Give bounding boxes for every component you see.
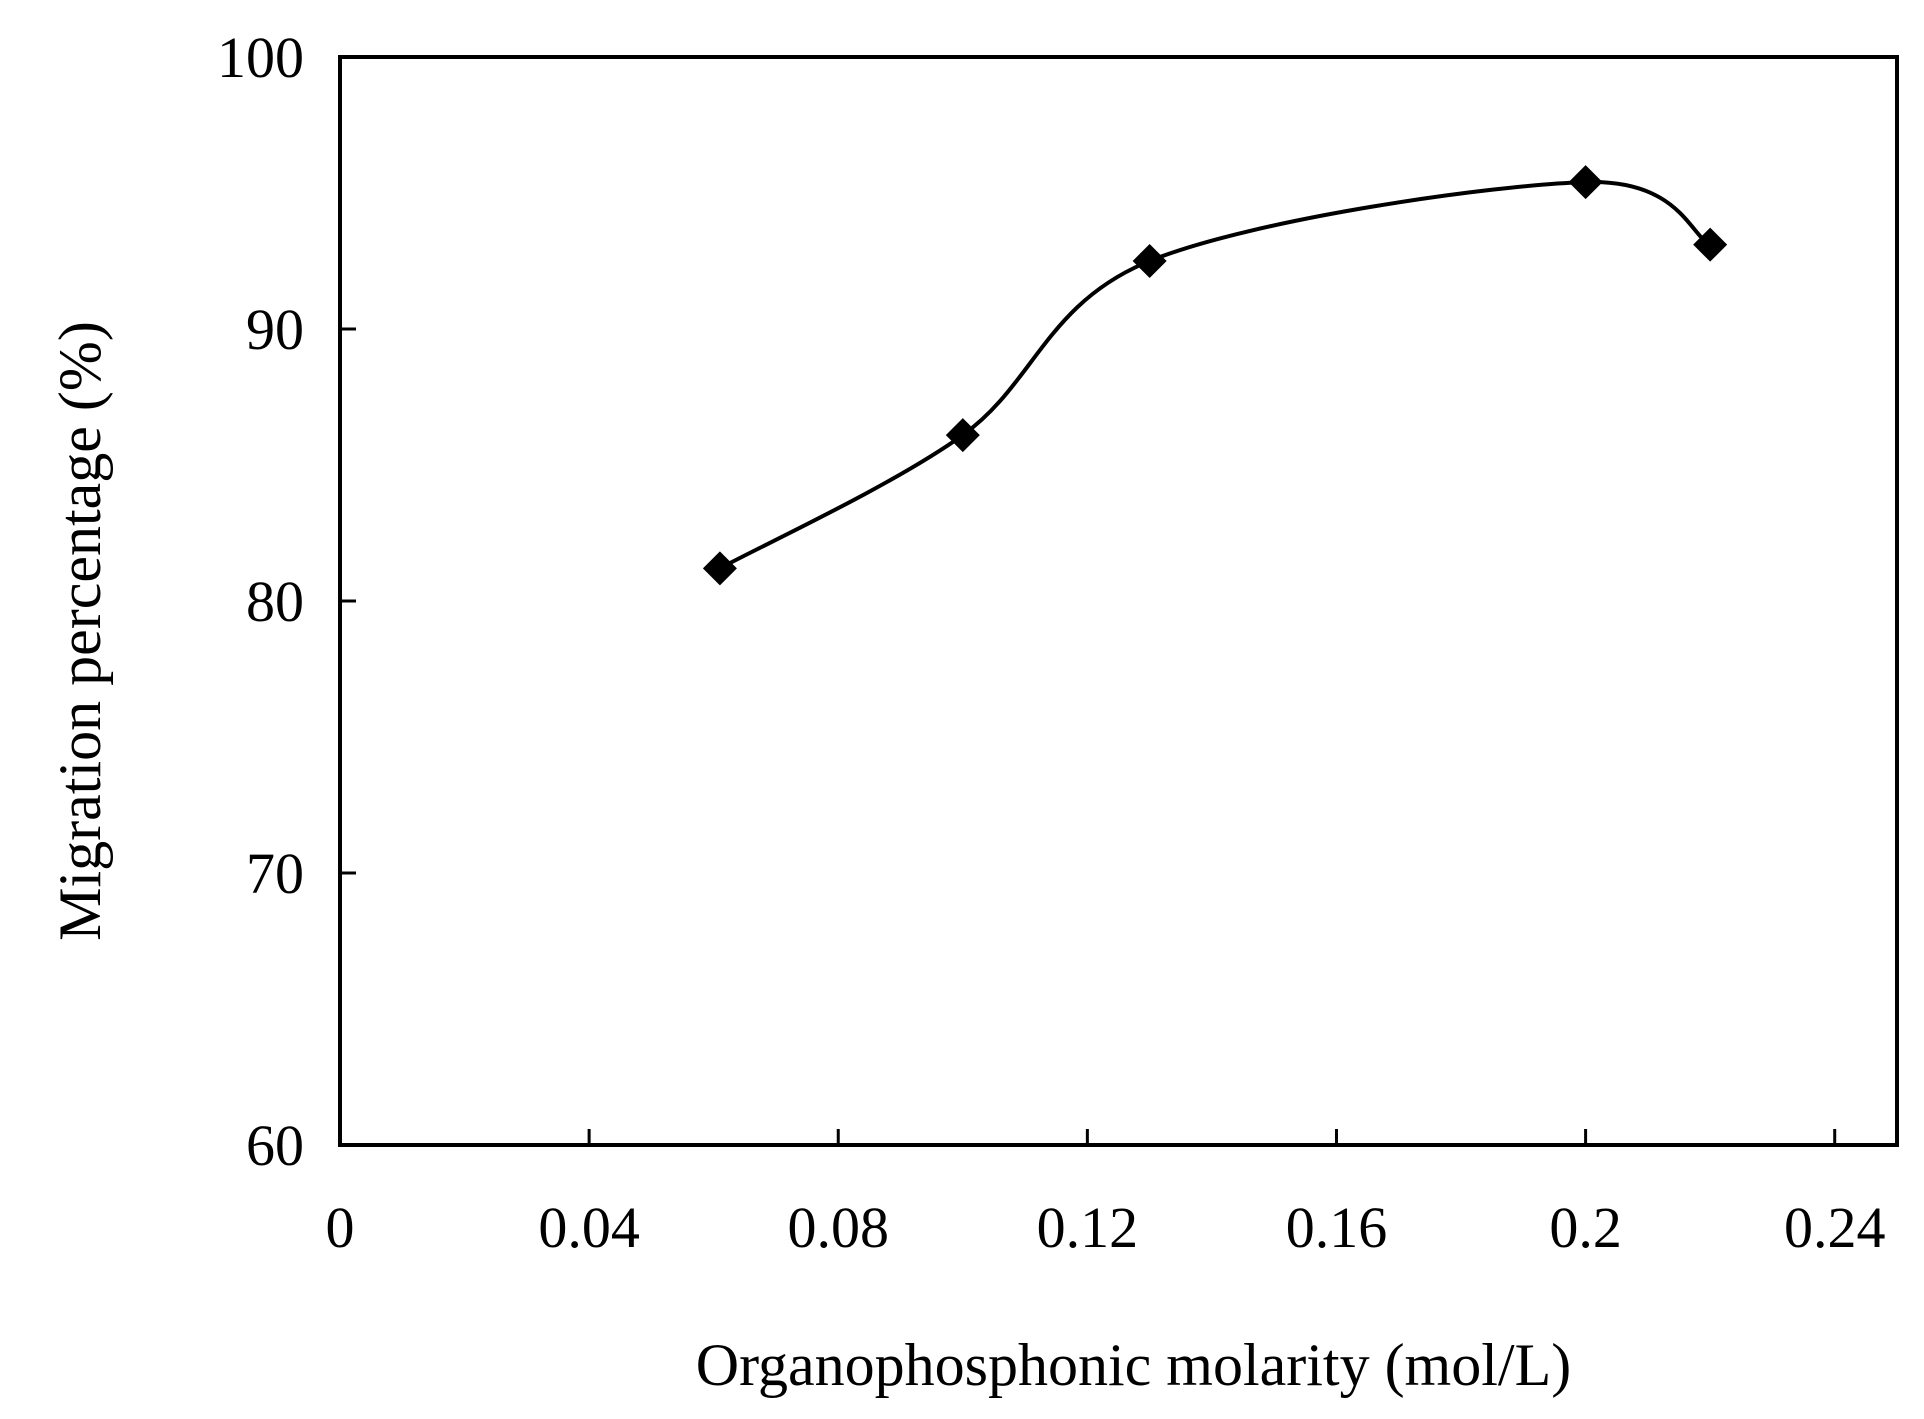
- x-tick-label: 0.04: [538, 1195, 640, 1260]
- y-tick-label: 100: [217, 25, 304, 90]
- y-tick-label: 60: [246, 1113, 304, 1178]
- y-tick-label: 90: [246, 297, 304, 362]
- data-point-marker: [945, 418, 980, 453]
- x-axis-title: Organophosphonic molarity (mol/L): [696, 1332, 1571, 1398]
- x-tick-label: 0.24: [1784, 1195, 1886, 1260]
- series-layer: [702, 165, 1728, 586]
- x-tick-label: 0.12: [1037, 1195, 1139, 1260]
- plot-area-frame: [338, 55, 1899, 1147]
- x-axis-ticks: 0 0.04 0.08 0.12 0.16 0.2 0.24: [326, 1129, 1886, 1260]
- data-point-marker: [1693, 227, 1728, 262]
- data-point-marker: [1132, 244, 1167, 278]
- x-tick-label: 0.16: [1286, 1195, 1388, 1260]
- y-tick-label: 70: [246, 841, 304, 906]
- y-axis-title: Migration percentage (%): [47, 321, 113, 941]
- y-tick-label: 80: [246, 569, 304, 634]
- data-point-marker: [702, 551, 737, 586]
- x-tick-label: 0: [326, 1195, 355, 1260]
- data-point-marker: [1568, 165, 1603, 200]
- y-axis-ticks: 60 70 80 90 100: [217, 25, 356, 1178]
- x-tick-label: 0.2: [1549, 1195, 1622, 1260]
- x-tick-label: 0.08: [787, 1195, 889, 1260]
